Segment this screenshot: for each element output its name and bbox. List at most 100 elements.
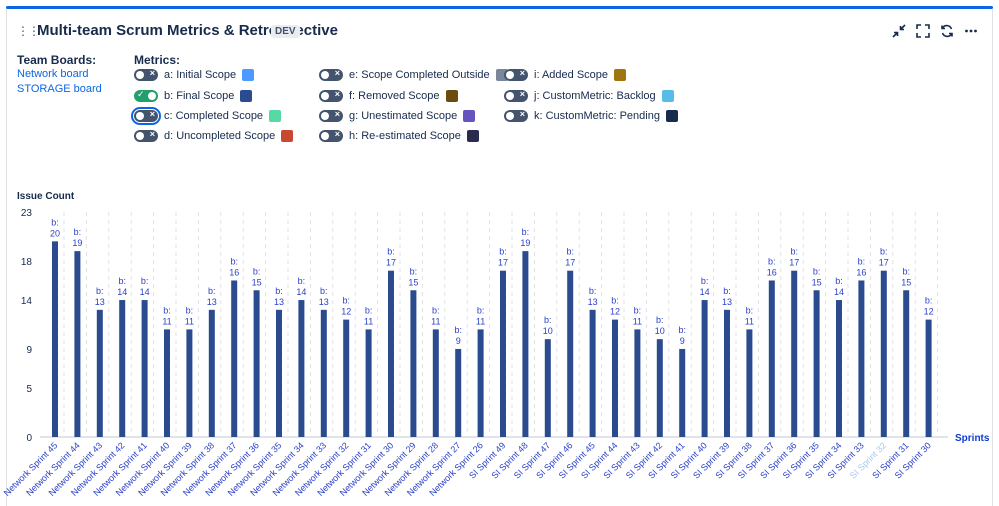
bar[interactable]	[500, 270, 506, 437]
metric-toggle-f[interactable]: ×	[319, 89, 343, 102]
bar[interactable]	[343, 319, 350, 437]
bar[interactable]	[858, 280, 865, 437]
metric-custom-pending[interactable]: × k: CustomMetric: Pending	[504, 108, 678, 124]
bar[interactable]	[141, 300, 148, 437]
metric-swatch-f	[445, 90, 458, 102]
metric-toggle-a[interactable]: ×	[134, 68, 158, 81]
bar[interactable]	[813, 290, 820, 437]
bar-data-label-prefix: b:	[634, 305, 642, 315]
bar-data-label: 16	[856, 267, 866, 277]
metric-toggle-k[interactable]: ×	[504, 109, 528, 122]
bar[interactable]	[880, 270, 887, 437]
drag-handle-icon[interactable]: ⋮⋮	[17, 24, 40, 38]
bar[interactable]	[589, 309, 596, 437]
bar-data-label-prefix: b:	[589, 286, 597, 296]
metric-toggle-d[interactable]: ×	[134, 129, 158, 142]
bar[interactable]	[791, 270, 798, 437]
bar[interactable]	[455, 348, 462, 437]
metric-toggle-j[interactable]: ×	[504, 89, 528, 102]
metric-custom-backlog[interactable]: × j: CustomMetric: Backlog	[504, 88, 674, 104]
bar[interactable]	[656, 339, 663, 437]
bar-data-label: 19	[520, 238, 530, 248]
bar[interactable]	[74, 251, 81, 437]
bar[interactable]	[903, 290, 910, 437]
team-board-link-network[interactable]: Network board	[17, 68, 89, 80]
bar[interactable]	[544, 339, 551, 437]
bar[interactable]	[567, 270, 574, 437]
metric-added-scope[interactable]: × i: Added Scope	[504, 67, 627, 83]
bar-data-label-prefix: b:	[342, 296, 350, 306]
team-board-link-storage[interactable]: STORAGE board	[17, 83, 102, 95]
fullscreen-icon[interactable]	[914, 22, 932, 40]
bar-data-label: 17	[789, 258, 799, 268]
metric-unestimated-scope[interactable]: × g: Unestimated Scope	[319, 108, 476, 124]
metric-toggle-e[interactable]: ×	[319, 68, 343, 81]
bar-data-label: 13	[319, 297, 329, 307]
bar[interactable]	[298, 300, 305, 437]
metric-uncompleted-scope[interactable]: × d: Uncompleted Scope	[134, 128, 294, 144]
bar[interactable]	[320, 309, 327, 437]
bar[interactable]	[432, 329, 439, 437]
bar[interactable]	[701, 300, 708, 437]
metric-label-b: b: Final Scope	[164, 90, 235, 102]
bar[interactable]	[612, 319, 618, 437]
bar[interactable]	[477, 329, 484, 437]
bar[interactable]	[679, 348, 686, 437]
panel-top-accent	[6, 6, 993, 9]
bar[interactable]	[768, 280, 775, 437]
bar[interactable]	[119, 300, 126, 437]
bar-data-label-prefix: b:	[522, 227, 530, 237]
bar[interactable]	[724, 309, 730, 437]
page-title: Multi-team Scrum Metrics & Retrospective	[37, 22, 338, 39]
bar[interactable]	[634, 329, 641, 437]
metric-toggle-c[interactable]: ×	[131, 107, 161, 125]
bar[interactable]	[365, 329, 372, 437]
bar[interactable]	[836, 300, 842, 437]
metric-toggle-g[interactable]: ×	[319, 109, 343, 122]
metric-removed-scope[interactable]: × f: Removed Scope	[319, 88, 458, 104]
bar-data-label-prefix: b:	[701, 276, 709, 286]
bar[interactable]	[925, 319, 932, 437]
bar-data-label: 17	[386, 258, 396, 268]
bar-data-label-prefix: b:	[118, 276, 126, 286]
bar[interactable]	[388, 270, 394, 437]
more-options-icon[interactable]	[962, 22, 980, 40]
minimize-icon[interactable]	[890, 22, 908, 40]
bar-data-label-prefix: b:	[141, 276, 149, 286]
metric-label-g: g: Unestimated Scope	[349, 110, 458, 122]
metric-toggle-h[interactable]: ×	[319, 129, 343, 142]
bar-data-label-prefix: b:	[320, 286, 328, 296]
bar[interactable]	[208, 309, 215, 437]
bar[interactable]	[253, 290, 260, 437]
bar-data-label: 13	[722, 297, 732, 307]
metric-final-scope[interactable]: ✓ b: Final Scope	[134, 88, 253, 104]
bar[interactable]	[522, 251, 529, 437]
y-tick-label: 0	[26, 433, 32, 444]
bar-data-label: 17	[498, 258, 508, 268]
bar-data-label-prefix: b:	[365, 305, 373, 315]
metric-initial-scope[interactable]: × a: Initial Scope	[134, 67, 255, 83]
metric-swatch-c	[269, 110, 282, 122]
bar-data-label-prefix: b:	[790, 247, 798, 257]
metric-reestimated-scope[interactable]: × h: Re-estimated Scope	[319, 128, 479, 144]
bar-data-label-prefix: b:	[723, 286, 731, 296]
y-tick-label: 23	[21, 208, 33, 219]
y-tick-label: 14	[21, 296, 33, 307]
bar-data-label: 11	[185, 316, 194, 326]
bar[interactable]	[96, 309, 103, 437]
bar[interactable]	[410, 290, 417, 437]
bar[interactable]	[164, 329, 170, 437]
bar[interactable]	[746, 329, 753, 437]
refresh-icon[interactable]	[938, 22, 956, 40]
env-badge: DEV	[271, 25, 300, 38]
metric-toggle-i[interactable]: ×	[504, 68, 528, 81]
bar[interactable]	[276, 309, 282, 437]
metrics-label: Metrics:	[134, 53, 181, 67]
bar[interactable]	[52, 241, 58, 437]
metric-toggle-b[interactable]: ✓	[134, 89, 158, 102]
bar-data-label: 11	[476, 316, 485, 326]
bar[interactable]	[231, 280, 238, 437]
metric-completed-scope[interactable]: × c: Completed Scope	[131, 107, 282, 125]
bar[interactable]	[186, 329, 193, 437]
metric-swatch-j	[661, 90, 674, 102]
